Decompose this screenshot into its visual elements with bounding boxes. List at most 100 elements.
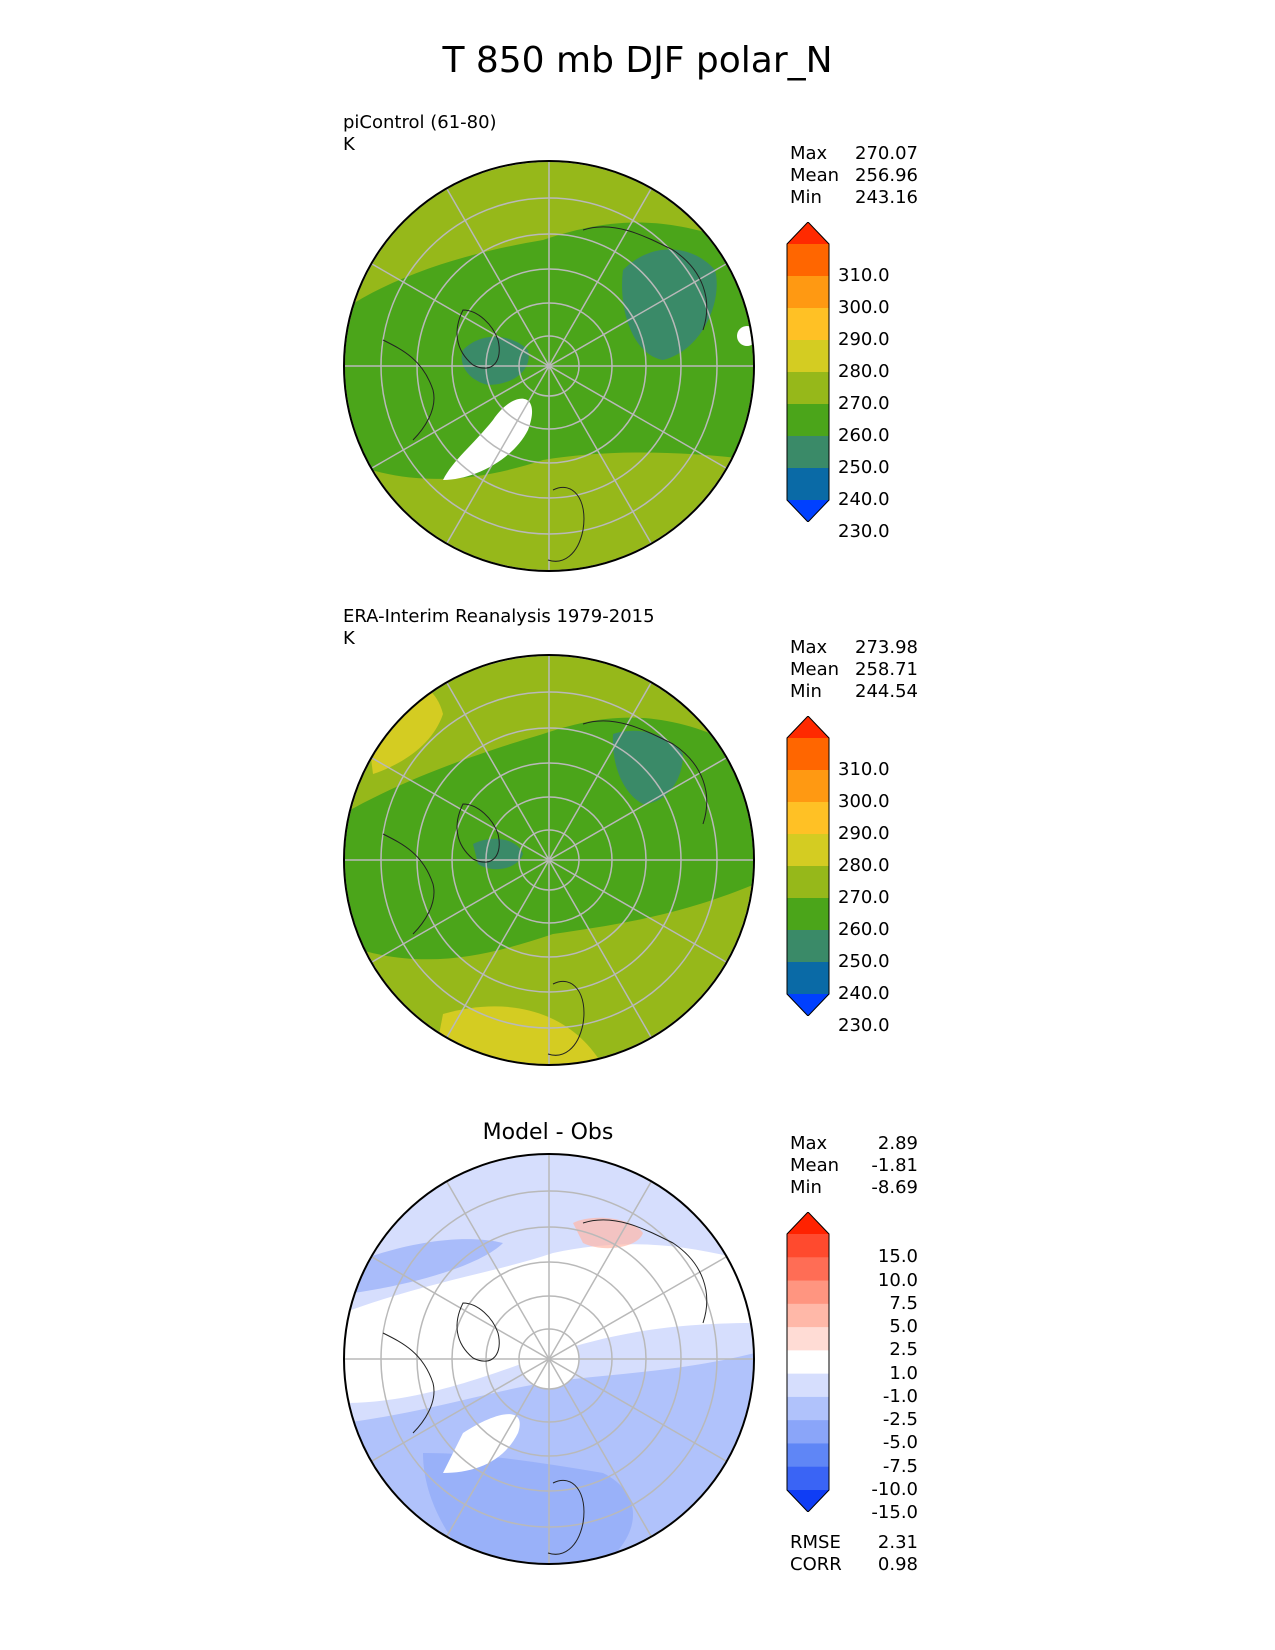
colorbar-swatch [787, 716, 829, 738]
figure-title: T 850 mb DJF polar_N [442, 40, 833, 81]
colorbar-outline [786, 716, 830, 1016]
stat-label: Max [790, 637, 828, 658]
colorbar-swatch [787, 1490, 829, 1512]
map-border [343, 160, 755, 572]
colorbar-swatch [787, 1466, 829, 1491]
colorbar-swatch [787, 1420, 829, 1444]
map-border [343, 654, 755, 1066]
missing-greenland [443, 398, 533, 480]
colorbar-swatch [787, 1396, 829, 1421]
colorbar-tick-label: 290.0 [838, 823, 890, 844]
colorbar-tick-label: -5.0 [882, 1432, 918, 1454]
stat-label: Min [790, 681, 822, 702]
panel-3-error-stats: RMSE 2.31 CORR 0.98 [790, 1532, 918, 1576]
colorbar-tick-label: 280.0 [838, 855, 890, 876]
panel-2-colorbar [786, 716, 830, 1016]
panel-2-units: K [343, 628, 355, 649]
colorbar-swatch [787, 468, 829, 501]
colorbar-swatch [787, 770, 829, 803]
colorbar-tick-label: 260.0 [838, 425, 890, 446]
colorbar-swatch [787, 308, 829, 341]
colorbar-swatch [787, 1257, 829, 1282]
colorbar-tick-label: 310.0 [838, 265, 890, 286]
colorbar-tick-label: 2.5 [889, 1339, 918, 1361]
stat-value: 258.71 [855, 659, 918, 680]
panel-1-stats: Max 270.07 Mean 256.96 Min 243.16 [790, 143, 918, 209]
stat-label: Min [790, 187, 822, 208]
colorbar-tick-label: 240.0 [838, 983, 890, 1004]
colorbar-swatch [787, 222, 829, 244]
colorbar-outline [786, 222, 830, 522]
colorbar-tick-label: 1.0 [889, 1362, 918, 1384]
colorbar-tick-label: 290.0 [838, 329, 890, 350]
graticule [345, 1155, 753, 1563]
colorbar-swatch [787, 1327, 829, 1351]
panel-1-title-line1: piControl (61-80) [343, 112, 497, 133]
colorbar-swatch [787, 962, 829, 995]
stat-label: CORR [790, 1554, 842, 1575]
colorbar-tick-label: 280.0 [838, 361, 890, 382]
colorbar-tick-label: 300.0 [838, 297, 890, 318]
stat-value: 270.07 [855, 143, 918, 164]
colorbar-swatch [787, 930, 829, 963]
colorbar-outline [786, 1212, 830, 1512]
colorbar-tick-label: -10.0 [871, 1479, 918, 1500]
stat-label: Mean [790, 659, 840, 680]
colorbar-swatch [787, 834, 829, 867]
field-band-250 [612, 730, 683, 804]
colorbar-swatch [787, 340, 829, 373]
stat-label: Min [790, 1177, 822, 1198]
colorbar-tick-label: -15.0 [871, 1502, 918, 1524]
colorbar-swatch [787, 244, 829, 277]
stat-value: -8.69 [871, 1177, 918, 1198]
map-border [343, 1153, 755, 1565]
panel-1-colorbar-ticks: 310.0 300.0 290.0 280.0 270.0 260.0 250.0 240.0… [838, 222, 918, 542]
stat-value: 243.16 [855, 187, 918, 208]
colorbar-swatch [787, 866, 829, 899]
panel-3-colorbar-ticks: 15.0 10.0 7.5 5.0 2.5 1.0 -1.0 -2.5 -5.0 -7.5 -10.… [838, 1212, 918, 1523]
panel-3-stats: Max 2.89 Mean -1.81 Min -8.69 [790, 1133, 918, 1199]
colorbar-tick-label: 15.0 [877, 1246, 918, 1268]
stat-label: Mean [790, 165, 840, 186]
colorbar-swatch [787, 404, 829, 437]
colorbar-tick-label: 230.0 [838, 1015, 890, 1036]
coastlines [382, 1219, 708, 1555]
coastlines [382, 226, 708, 562]
colorbar-swatch [787, 500, 829, 522]
field-minus-5 [423, 1453, 633, 1563]
colorbar-tick-label: 10.0 [877, 1269, 918, 1291]
stat-value: 2.89 [877, 1133, 918, 1154]
panel-2-title: ERA-Interim Reanalysis 1979-2015 K [343, 606, 655, 650]
colorbar-swatch [787, 1303, 829, 1328]
panel-1-map [343, 160, 755, 572]
colorbar-tick-label: 5.0 [889, 1316, 918, 1338]
colorbar-swatch [787, 1373, 829, 1398]
colorbar-tick-label: -1.0 [882, 1385, 918, 1407]
stat-value: 0.98 [877, 1554, 918, 1575]
panel-1-units: K [343, 134, 355, 155]
colorbar-tick-label: 250.0 [838, 951, 890, 972]
panel-3-colorbar [786, 1212, 830, 1512]
colorbar-swatch [787, 1350, 829, 1375]
stat-label: Max [790, 143, 828, 164]
panel-2-map [343, 654, 755, 1066]
stat-label: Mean [790, 1155, 840, 1176]
colorbar-tick-label: 250.0 [838, 457, 890, 478]
colorbar-swatch [787, 1280, 829, 1305]
colorbar-swatch [787, 1234, 829, 1258]
colorbar-tick-label: 300.0 [838, 791, 890, 812]
colorbar-swatch [787, 1443, 829, 1468]
graticule [345, 162, 753, 570]
panel-1-title: piControl (61-80) K [343, 112, 497, 156]
panel-2-stats: Max 273.98 Mean 258.71 Min 244.54 [790, 637, 918, 703]
stat-label: RMSE [790, 1532, 841, 1553]
colorbar-swatch [787, 738, 829, 771]
stat-value: -1.81 [871, 1155, 918, 1176]
panel-2-title-line1: ERA-Interim Reanalysis 1979-2015 [343, 606, 655, 627]
panel-1-colorbar [786, 222, 830, 522]
colorbar-tick-label: 260.0 [838, 919, 890, 940]
colorbar-swatch [787, 802, 829, 835]
colorbar-swatch [787, 436, 829, 469]
field-minus-5-b [353, 1239, 503, 1293]
colorbar-swatch [787, 1212, 829, 1234]
